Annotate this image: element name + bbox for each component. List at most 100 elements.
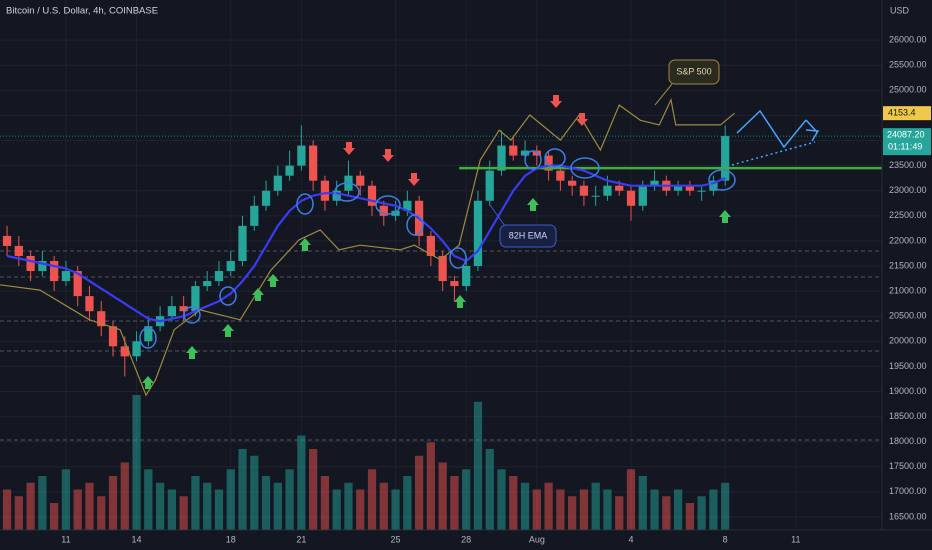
lines	[0, 97, 882, 397]
candle-body	[203, 281, 212, 287]
volume-bar	[591, 482, 600, 530]
candle-body	[50, 260, 59, 282]
volume-bar	[367, 469, 377, 530]
candle-body	[638, 185, 647, 206]
candle-body	[709, 180, 718, 191]
volume-bar	[556, 489, 565, 530]
up-arrow	[142, 376, 154, 389]
volume-bar	[697, 496, 706, 530]
candle-body	[61, 271, 71, 282]
volume-bar	[50, 503, 59, 530]
volume-bar	[709, 489, 718, 530]
candle-body	[544, 155, 553, 171]
up-arrow	[527, 198, 539, 211]
down-arrow	[576, 113, 588, 126]
y-tick-label: 25000.00	[889, 85, 927, 95]
candle-body	[179, 306, 188, 312]
volume-bar	[462, 469, 471, 530]
y-tick-label: 23500.00	[889, 160, 927, 170]
x-tick-label: 28	[461, 534, 471, 544]
candle-body	[650, 180, 659, 186]
volume-bar	[356, 489, 365, 530]
price-tag	[883, 106, 931, 121]
volume-bar	[26, 482, 35, 530]
volume-bar	[638, 476, 647, 530]
volume-bar	[309, 449, 318, 530]
candle-body	[520, 150, 530, 156]
circle	[708, 169, 736, 191]
y-tick-label: 21000.00	[889, 285, 927, 295]
volume-bar	[120, 462, 129, 530]
circle	[334, 182, 360, 202]
price-tag	[883, 128, 931, 156]
volume-bar	[61, 469, 71, 530]
down-arrow	[382, 149, 394, 162]
circle	[544, 148, 566, 168]
callout-pointer	[654, 83, 673, 106]
y-tick-label: 20000.00	[889, 336, 927, 346]
y-tick-label: 18500.00	[889, 411, 927, 421]
candle-body	[120, 346, 129, 357]
candle-body	[250, 205, 259, 226]
y-tick-label: 22000.00	[889, 235, 927, 245]
candle-body	[73, 271, 82, 297]
volume-bar	[520, 482, 530, 530]
volume	[2, 395, 730, 530]
up-arrow	[454, 295, 466, 308]
up-arrow	[299, 238, 311, 251]
x-tick-label: 21	[296, 534, 306, 544]
candle-body	[261, 190, 271, 206]
volume-bar	[721, 482, 730, 530]
volume-bar	[97, 496, 106, 530]
y-tick-label: 23000.00	[889, 185, 927, 195]
down-arrow	[550, 95, 562, 108]
volume-bar	[167, 489, 176, 530]
up-arrow	[222, 324, 234, 337]
candle-body	[14, 245, 23, 256]
y-tick-label: 19000.00	[889, 386, 927, 396]
volume-bar	[203, 482, 212, 530]
x-tick-label: 4	[629, 534, 634, 544]
candle-body	[226, 260, 235, 272]
x-tick-label: 18	[226, 534, 236, 544]
candle-body	[579, 185, 589, 196]
y-tick-label: 18000.00	[889, 436, 927, 446]
candle-body	[144, 326, 153, 342]
candle-body	[273, 175, 282, 191]
volume-bar	[438, 462, 447, 530]
chart-title: Bitcoin / U.S. Dollar, 4h, COINBASE	[6, 6, 158, 17]
volume-bar	[426, 442, 435, 530]
candle-body	[497, 145, 506, 171]
candle-body	[509, 145, 518, 156]
x-tick-label: 11	[791, 534, 800, 544]
series-line	[0, 97, 735, 397]
projection-dotted	[731, 141, 816, 166]
volume-bar	[132, 395, 141, 530]
candle-body	[462, 266, 471, 287]
candle-body	[626, 190, 636, 206]
candle-body	[426, 235, 435, 256]
candle-body	[97, 311, 106, 327]
candle-body	[38, 260, 47, 272]
y-tick-label: 21500.00	[889, 260, 927, 270]
candle-body	[450, 281, 459, 287]
y-tick-label: 20500.00	[889, 311, 927, 321]
candle-body	[556, 170, 565, 181]
candle-body	[685, 185, 694, 191]
volume-bar	[261, 476, 271, 530]
volume-bar	[238, 449, 247, 530]
volume-bar	[344, 482, 353, 530]
down-arrow	[408, 173, 420, 186]
volume-bar	[473, 401, 483, 530]
volume-bar	[544, 482, 553, 530]
volume-bar	[662, 496, 671, 530]
candle-body	[532, 150, 541, 156]
y-tick-label: 17500.00	[889, 461, 927, 471]
candle-body	[615, 185, 624, 191]
candle-body	[603, 185, 612, 196]
volume-bar	[191, 476, 200, 530]
candles	[2, 125, 730, 377]
volume-bar	[685, 503, 694, 530]
volume-bar	[615, 496, 624, 530]
volume-bar	[320, 476, 330, 530]
